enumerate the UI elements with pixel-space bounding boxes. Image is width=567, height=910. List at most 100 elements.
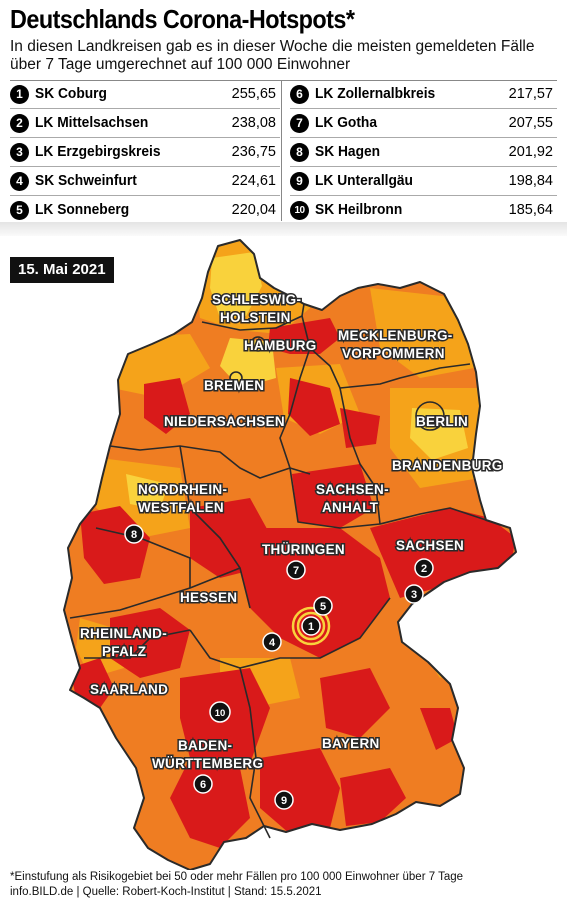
- list-item: 6 LK Zollernalbkreis 217,57: [290, 80, 557, 109]
- map-marker-8[interactable]: 8: [124, 524, 144, 544]
- state-label-bremen: BREMEN: [204, 378, 264, 393]
- map-marker-4[interactable]: 4: [262, 632, 282, 652]
- rank-badge: 1: [10, 84, 29, 104]
- state-label-brandenburg: BRANDENBURG: [392, 458, 503, 473]
- rank-badge: 7: [290, 113, 309, 133]
- hotspot-list-left: 1 SK Coburg 255,65 2 LK Mittelsachsen 23…: [10, 80, 280, 225]
- state-label-saarland: SAARLAND: [90, 682, 168, 697]
- incidence-value: 236,75: [231, 144, 276, 160]
- region-red: [268, 318, 340, 354]
- region-yellow: [126, 474, 168, 510]
- state-label-thueringen: THÜRINGEN: [262, 542, 345, 557]
- rank-badge: 3: [10, 142, 29, 162]
- region-red: [240, 528, 390, 658]
- incidence-value: 198,84: [508, 173, 553, 189]
- state-label-mecklenburg-vorpommern: MECKLENBURG-: [338, 328, 453, 343]
- region-red: [110, 608, 190, 678]
- state-label-berlin: BERLIN: [416, 414, 468, 429]
- svg-text:5: 5: [320, 601, 326, 613]
- header: Deutschlands Corona-Hotspots* In diesen …: [0, 0, 567, 232]
- state-label-nordrhein-westfalen: NORDRHEIN-: [138, 482, 227, 497]
- state-label-sachsen-anhalt: ANHALT: [322, 500, 379, 515]
- svg-text:9: 9: [281, 795, 287, 807]
- region-red: [260, 748, 340, 834]
- list-item: 9 LK Unterallgäu 198,84: [290, 167, 557, 196]
- svg-text:2: 2: [421, 563, 427, 575]
- state-label-rheinland-pfalz: RHEINLAND-: [80, 626, 167, 641]
- svg-text:8: 8: [131, 529, 137, 541]
- date-label: 15. Mai 2021: [10, 257, 114, 283]
- svg-text:1: 1: [308, 621, 314, 633]
- region-red: [144, 378, 190, 434]
- svg-text:7: 7: [293, 565, 299, 577]
- map-marker-2[interactable]: 2: [414, 558, 434, 578]
- incidence-value: 224,61: [231, 173, 276, 189]
- state-label-mecklenburg-vorpommern: VORPOMMERN: [342, 346, 445, 361]
- region-amber: [370, 288, 474, 378]
- rank-badge: 8: [290, 142, 309, 162]
- region-yellow: [410, 408, 468, 460]
- state-label-schleswig-holstein: HOLSTEIN: [220, 310, 291, 325]
- svg-text:3: 3: [411, 589, 417, 601]
- map-marker-9[interactable]: 9: [274, 790, 294, 810]
- header-shadow: [0, 222, 567, 236]
- district-name: SK Heilbronn: [315, 202, 403, 218]
- divider: [10, 80, 557, 81]
- incidence-value: 185,64: [508, 202, 553, 218]
- map-marker-3[interactable]: 3: [404, 584, 424, 604]
- state-label-baden-wuerttemberg: WÜRTTEMBERG: [152, 756, 263, 771]
- svg-text:6: 6: [200, 779, 206, 791]
- state-label-niedersachsen: NIEDERSACHSEN: [164, 414, 285, 429]
- list-item: 5 LK Sonneberg 220,04: [10, 196, 280, 225]
- list-item: 4 SK Schweinfurt 224,61: [10, 167, 280, 196]
- state-label-sachsen: SACHSEN: [396, 538, 464, 553]
- district-name: LK Gotha: [315, 115, 377, 131]
- district-name: SK Coburg: [35, 86, 107, 102]
- region-red: [288, 378, 340, 436]
- hotspot-list-right: 6 LK Zollernalbkreis 217,57 7 LK Gotha 2…: [290, 80, 557, 225]
- germany-map: SCHLESWIG- HOLSTEIN HAMBURG MECKLENBURG-…: [63, 239, 517, 870]
- incidence-value: 217,57: [508, 86, 553, 102]
- list-item: 1 SK Coburg 255,65: [10, 80, 280, 109]
- map-marker-10[interactable]: 10: [209, 701, 231, 723]
- incidence-value: 238,08: [231, 115, 276, 131]
- list-item: 8 SK Hagen 201,92: [290, 138, 557, 167]
- region-red: [320, 668, 390, 738]
- rank-badge: 2: [10, 113, 29, 133]
- incidence-regions: [70, 240, 516, 848]
- district-name: LK Sonneberg: [35, 202, 130, 218]
- footnote-source: info.BILD.de | Quelle: Robert-Koch-Insti…: [10, 886, 322, 898]
- rank-badge: 10: [290, 200, 309, 220]
- hotspot-markers: 1 2 3 4 5 6 7 8: [124, 524, 434, 810]
- map-marker-6[interactable]: 6: [193, 774, 213, 794]
- subtitle: In diesen Landkreisen gab es in dieser W…: [10, 38, 535, 73]
- region-red: [370, 508, 516, 598]
- svg-text:4: 4: [269, 637, 276, 649]
- state-label-sachsen-anhalt: SACHSEN-: [316, 482, 389, 497]
- map-marker-5[interactable]: 5: [313, 596, 333, 616]
- district-name: SK Schweinfurt: [35, 173, 137, 189]
- district-name: LK Unterallgäu: [315, 173, 413, 189]
- region-yellow: [210, 252, 262, 318]
- incidence-value: 255,65: [231, 86, 276, 102]
- district-name: LK Mittelsachsen: [35, 115, 149, 131]
- list-item: 3 LK Erzgebirgskreis 236,75: [10, 138, 280, 167]
- list-item: 2 LK Mittelsachsen 238,08: [10, 109, 280, 138]
- rank-badge: 5: [10, 200, 29, 220]
- district-name: LK Zollernalbkreis: [315, 86, 436, 102]
- state-label-bayern: BAYERN: [322, 736, 380, 751]
- state-label-baden-wuerttemberg: BADEN-: [178, 738, 232, 753]
- region-red: [420, 708, 458, 750]
- region-red: [292, 464, 374, 528]
- map-marker-7[interactable]: 7: [286, 560, 306, 580]
- state-labels: SCHLESWIG- HOLSTEIN HAMBURG MECKLENBURG-…: [79, 291, 504, 773]
- map-marker-1[interactable]: 1: [301, 616, 321, 636]
- incidence-value: 201,92: [508, 144, 553, 160]
- list-item: 10 SK Heilbronn 185,64: [290, 196, 557, 225]
- footnote-definition: *Einstufung als Risikogebiet bei 50 oder…: [10, 871, 464, 883]
- column-divider: [281, 81, 282, 221]
- page-title: Deutschlands Corona-Hotspots*: [10, 4, 355, 34]
- state-label-rheinland-pfalz: PFALZ: [102, 644, 146, 659]
- state-label-schleswig-holstein: SCHLESWIG-: [212, 292, 301, 307]
- district-name: LK Erzgebirgskreis: [35, 144, 161, 160]
